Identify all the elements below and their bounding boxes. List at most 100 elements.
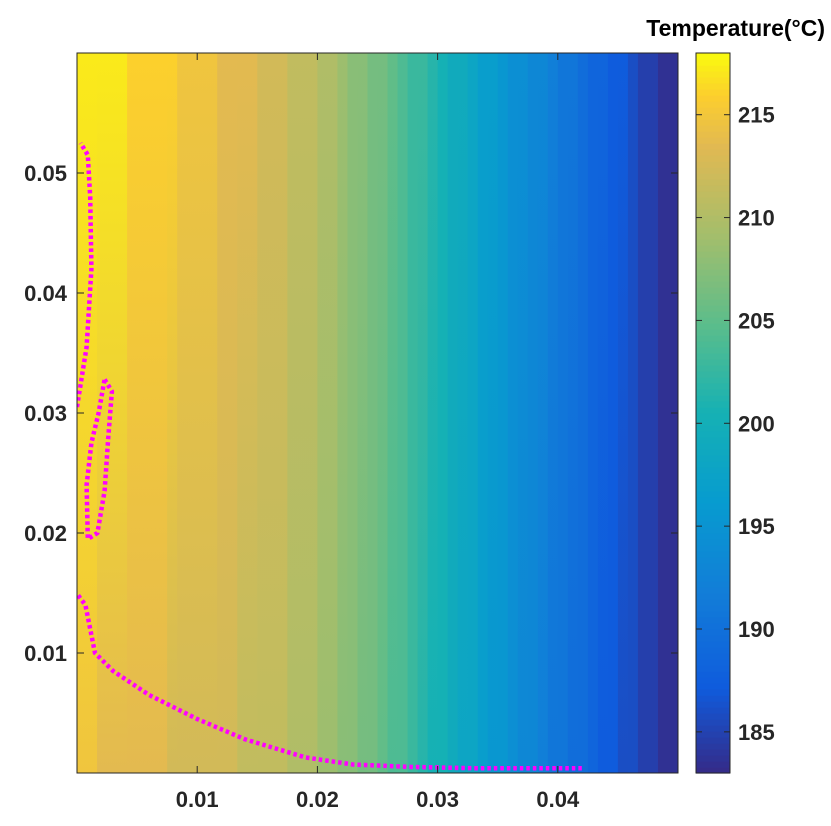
colorbar-segment [696,311,730,318]
heatmap-cell [477,53,489,773]
heatmap-cell [637,53,649,773]
y-tick-label: 0.02 [24,521,67,546]
colorbar-segment [696,551,730,558]
colorbar-tick-label: 200 [738,411,775,436]
colorbar-segment [696,575,730,582]
colorbar-segment [696,281,730,288]
colorbar-segment [696,383,730,390]
heatmap-cell [447,53,459,773]
colorbar-segment [696,707,730,714]
heatmap-cell [307,53,318,773]
colorbar-tick-label: 185 [738,720,775,745]
colorbar-segment [696,215,730,222]
colorbar-segment [696,287,730,294]
colorbar-segment [696,89,730,96]
colorbar-segment [696,665,730,672]
heatmap-cell [187,53,198,773]
colorbar-segment [696,731,730,738]
colorbar-segment [696,233,730,240]
colorbar-segment [696,425,730,432]
heatmap-cell [427,53,439,773]
colorbar-segment [696,173,730,180]
colorbar-segment [696,239,730,246]
heatmap-cell [577,53,589,773]
heatmap-cell [327,53,339,773]
heatmap-cell [267,53,278,773]
heatmap-cell [387,53,399,773]
x-tick-label: 0.02 [296,787,339,812]
colorbar-segment [696,635,730,642]
colorbar-segment [696,77,730,84]
colorbar-segment [696,143,730,150]
colorbar-segment [696,599,730,606]
colorbar-title: Temperature(°C) [646,15,825,41]
heatmap-cell [207,53,218,773]
heatmap-cell [257,53,268,773]
colorbar-segment [696,125,730,132]
colorbar-segment [696,485,730,492]
heatmap-cell [567,53,579,773]
colorbar-segment [696,197,730,204]
heatmap-cell [587,53,599,773]
colorbar-frame [695,52,731,774]
colorbar-segment [696,71,730,78]
x-tick-label: 0.03 [416,787,459,812]
colorbar-segment [696,677,730,684]
heatmap-cell [437,53,449,773]
colorbar-segment [696,113,730,120]
heatmap-cell [197,53,208,773]
colorbar-tick-label: 205 [738,308,775,333]
colorbar-segment [696,473,730,480]
heatmap-cell [147,53,158,773]
heatmap-cell [167,53,178,773]
heatmap-cell [117,53,128,773]
colorbar-segment [696,587,730,594]
colorbar-segment [696,353,730,360]
colorbar-segment [696,263,730,270]
colorbar-segment [696,533,730,540]
colorbar-segment [696,683,730,690]
colorbar-segment [696,191,730,198]
colorbar-segment [696,257,730,264]
colorbar-segment [696,431,730,438]
colorbar [696,53,730,774]
colorbar-segment [696,65,730,72]
colorbar-ticks: 185 190 195 200 205 210 215 [696,103,775,745]
colorbar-segment [696,401,730,408]
colorbar-segment [696,203,730,210]
heatmap-cell [347,53,359,773]
colorbar-segment [696,209,730,216]
heatmap-layer [77,53,678,773]
colorbar-segment [696,701,730,708]
x-tick-label: 0.04 [536,787,580,812]
heatmap-cell [357,53,369,773]
colorbar-segment [696,521,730,528]
colorbar-segment [696,449,730,456]
heatmap-cell [617,53,629,773]
colorbar-segment [696,59,730,66]
colorbar-segment [696,743,730,750]
heatmap-cell [557,53,569,773]
heatmap-cell [467,53,479,773]
heatmap-cell [217,53,228,773]
colorbar-tick-label: 195 [738,514,775,539]
y-axis: 0.01 0.02 0.03 0.04 0.05 [24,161,678,666]
colorbar-segment [696,227,730,234]
colorbar-segment [696,641,730,648]
contour-lines [77,141,582,771]
colorbar-segment [696,593,730,600]
heatmap-cell [317,53,329,773]
heatmap-cell [377,53,389,773]
heatmap-cell [247,53,258,773]
colorbar-segment [696,377,730,384]
colorbar-segment [696,767,730,774]
colorbar-segment [696,749,730,756]
colorbar-segment [696,167,730,174]
heatmap-cell [597,53,609,773]
colorbar-segment [696,131,730,138]
colorbar-segment [696,95,730,102]
colorbar-segment [696,251,730,258]
colorbar-segment [696,407,730,414]
colorbar-segment [696,185,730,192]
